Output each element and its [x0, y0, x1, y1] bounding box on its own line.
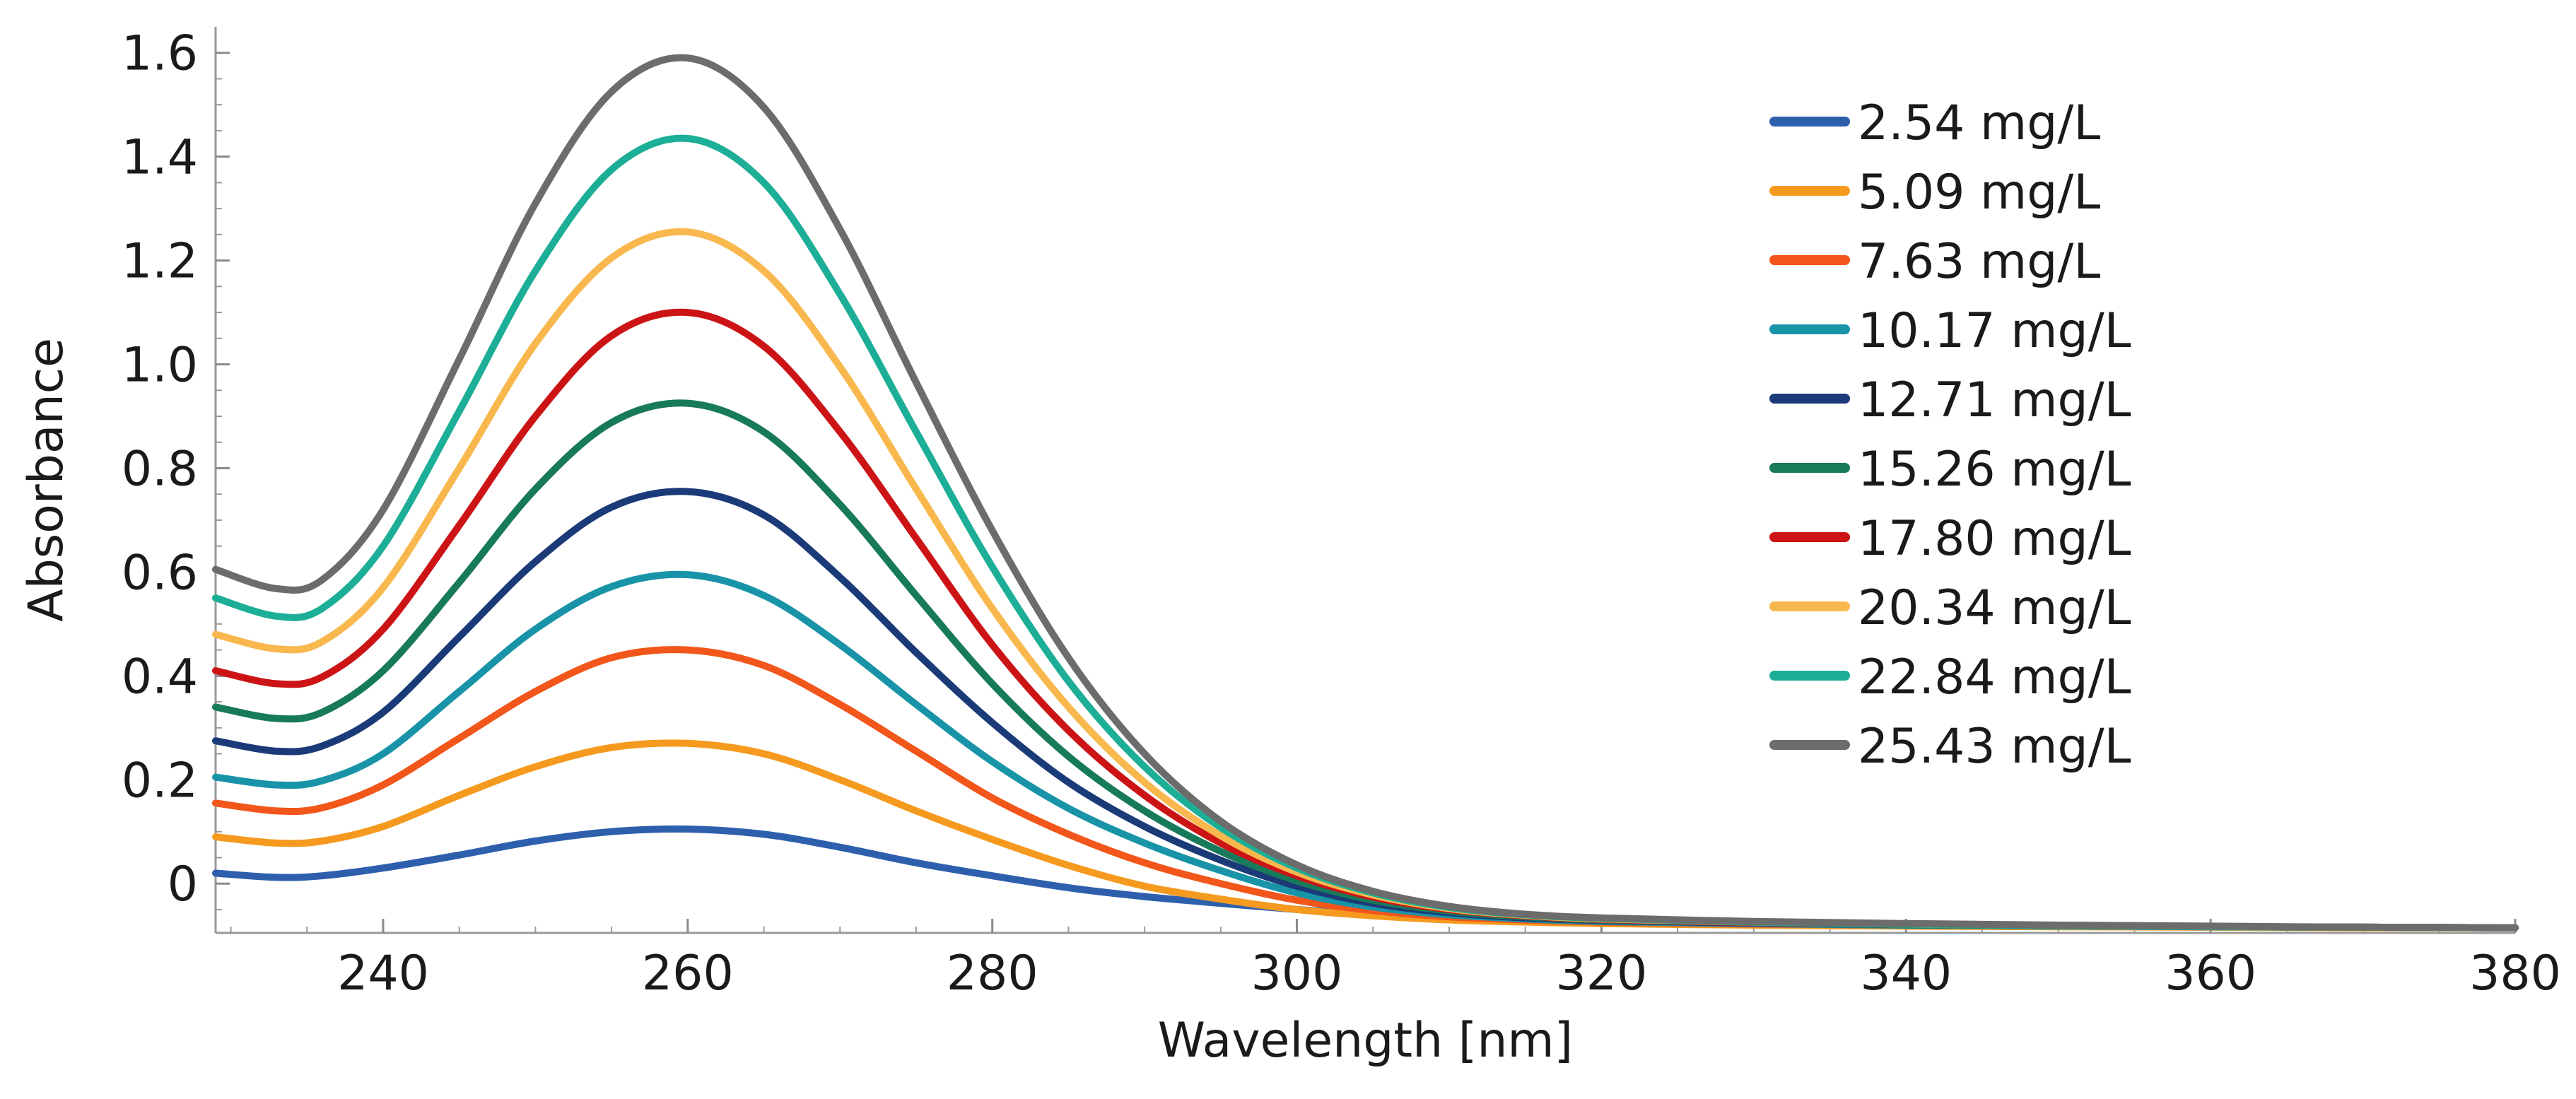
- legend: 2.54 mg/L 5.09 mg/L 7.63 mg/L 10.17 mg/L 12.…: [1769, 95, 2131, 775]
- legend-item: 7.63 mg/L: [1769, 234, 2100, 290]
- legend-label: 12.71 mg/L: [1858, 372, 2131, 428]
- series-line-8: [212, 228, 2519, 931]
- x-tick-label: 300: [1251, 946, 1343, 1001]
- x-tick-label: 360: [2165, 946, 2256, 1001]
- y-tick-label: 0.8: [122, 441, 198, 497]
- y-tick-label: 1.6: [122, 26, 198, 82]
- legend-item: 25.43 mg/L: [1769, 719, 2131, 775]
- legend-item: 17.80 mg/L: [1769, 511, 2131, 567]
- axes-layer: 240 260 280 300 320 340 360 380 0 0.2 0.4 0.6 0.8 1.0…: [122, 26, 2561, 1001]
- series-line-6: [212, 399, 2519, 931]
- y-tick-label: 0.2: [122, 753, 198, 809]
- x-tick-label: 380: [2469, 946, 2561, 1001]
- x-tick-label: 320: [1556, 946, 1648, 1001]
- legend-label: 7.63 mg/L: [1858, 234, 2100, 290]
- legend-label: 17.80 mg/L: [1858, 511, 2131, 567]
- series-layer: [212, 54, 2519, 931]
- y-tick-label: 0.6: [122, 545, 198, 601]
- y-tick-label: 1.2: [122, 234, 198, 290]
- legend-label: 20.34 mg/L: [1858, 580, 2131, 636]
- x-tick-label: 340: [1860, 946, 1952, 1001]
- legend-item: 15.26 mg/L: [1769, 442, 2131, 498]
- series-line-5: [212, 488, 2519, 931]
- x-tick-label: 260: [642, 946, 734, 1001]
- x-tick-label: 240: [337, 946, 429, 1001]
- x-tick-label: 280: [947, 946, 1038, 1001]
- series-line-10: [212, 54, 2519, 931]
- legend-label: 2.54 mg/L: [1858, 95, 2100, 151]
- legend-item: 20.34 mg/L: [1769, 580, 2131, 636]
- legend-item: 22.84 mg/L: [1769, 650, 2131, 705]
- x-axis-title: Wavelength [nm]: [1158, 1013, 1573, 1069]
- y-tick-label: 0: [168, 857, 198, 912]
- y-tick-label: 0.4: [122, 649, 198, 705]
- y-axis-title: Absorbance: [18, 338, 74, 622]
- legend-label: 10.17 mg/L: [1858, 303, 2131, 359]
- legend-item: 10.17 mg/L: [1769, 303, 2131, 359]
- legend-label: 15.26 mg/L: [1858, 442, 2131, 498]
- legend-label: 22.84 mg/L: [1858, 650, 2131, 705]
- series-line-4: [212, 570, 2519, 931]
- y-tick-label: 1.4: [122, 130, 198, 186]
- y-tick-label: 1.0: [122, 338, 198, 394]
- series-line-9: [212, 134, 2519, 931]
- legend-label: 5.09 mg/L: [1858, 165, 2100, 221]
- legend-item: 5.09 mg/L: [1769, 165, 2100, 221]
- legend-item: 2.54 mg/L: [1769, 95, 2100, 151]
- legend-item: 12.71 mg/L: [1769, 372, 2131, 428]
- legend-label: 25.43 mg/L: [1858, 719, 2131, 775]
